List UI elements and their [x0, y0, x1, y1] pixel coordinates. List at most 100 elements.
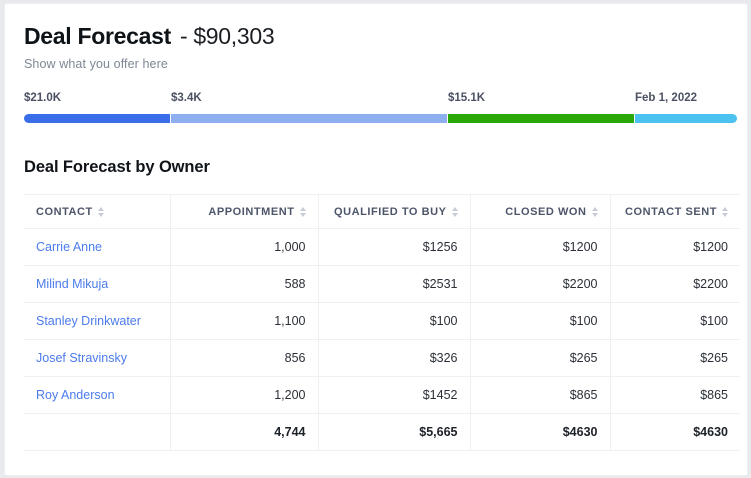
table-row: Carrie Anne 1,000 $1256 $1200 $1200: [24, 228, 740, 266]
cell-contact_sent: $2200: [610, 265, 740, 303]
card-header: Deal Forecast - $90,303 Show what you of…: [5, 4, 747, 71]
column-header-contact-sent[interactable]: CONTACT SENT: [610, 194, 740, 229]
cell-appointment: 1,100: [170, 302, 319, 340]
total-contact_sent: $4630: [610, 413, 740, 451]
cell-closed_won: $2200: [470, 265, 611, 303]
cell-contact_sent: $865: [610, 376, 740, 414]
total-qualified_to_buy: $5,665: [318, 413, 471, 451]
cell-value: $1200: [562, 240, 598, 254]
cell-qualified_to_buy: $326: [318, 339, 471, 377]
progress-segment-1[interactable]: [171, 114, 447, 123]
cell-value: 588: [284, 277, 306, 291]
cell-value: $2531: [422, 277, 458, 291]
page-subtitle: Show what you offer here: [24, 57, 168, 71]
table-totals-row: 4,744 $5,665 $4630 $4630: [24, 413, 740, 451]
column-header-label: CLOSED WON: [505, 205, 587, 218]
cell-closed_won: $865: [470, 376, 611, 414]
cell-contact: Carrie Anne: [24, 228, 171, 266]
contact-link[interactable]: Milind Mikuja: [36, 277, 109, 291]
contact-link[interactable]: Roy Anderson: [36, 388, 115, 402]
table-body: Carrie Anne 1,000 $1256 $1200 $1200 Milind Mi…: [24, 228, 740, 414]
progress-segment-3[interactable]: [635, 114, 737, 123]
cell-contact_sent: $265: [610, 339, 740, 377]
cell-value: 1,200: [274, 388, 306, 402]
progress-bar-track: [24, 114, 737, 123]
column-header-label: CONTACT: [36, 205, 93, 218]
page-title-amount: $90,303: [193, 23, 275, 49]
cell-contact_sent: $100: [610, 302, 740, 340]
cell-contact_sent: $1200: [610, 228, 740, 266]
progress-segment-2[interactable]: [448, 114, 634, 123]
sort-icon[interactable]: [722, 206, 728, 217]
page-title-separator: -: [179, 23, 188, 49]
cell-qualified_to_buy: $1452: [318, 376, 471, 414]
total-value: $4630: [693, 425, 728, 439]
table-row: Stanley Drinkwater 1,100 $100 $100 $100: [24, 302, 740, 340]
cell-value: $100: [429, 314, 458, 328]
contact-link[interactable]: Carrie Anne: [36, 240, 103, 254]
progress-bar-labels: $21.0K $3.4K $15.1K Feb 1, 2022: [5, 92, 747, 108]
column-header-closed-won[interactable]: CLOSED WON: [470, 194, 611, 229]
table-row: Roy Anderson 1,200 $1452 $865 $865: [24, 376, 740, 414]
cell-qualified_to_buy: $1256: [318, 228, 471, 266]
column-header-label: QUALIFIED TO BUY: [334, 205, 447, 218]
column-header-appointment[interactable]: APPOINTMENT: [170, 194, 319, 229]
total-contact: [24, 413, 171, 451]
total-value: $4630: [562, 425, 598, 439]
cell-value: $1256: [422, 240, 458, 254]
column-header-qualified-to-buy[interactable]: QUALIFIED TO BUY: [318, 194, 471, 229]
progress-segment-0[interactable]: [24, 114, 170, 123]
cell-contact: Josef Stravinsky: [24, 339, 171, 377]
table-row: Milind Mikuja 588 $2531 $2200 $2200: [24, 265, 740, 303]
page-title-main: Deal Forecast: [24, 23, 171, 49]
contact-link[interactable]: Josef Stravinsky: [36, 351, 128, 365]
cell-closed_won: $1200: [470, 228, 611, 266]
deal-forecast-card: Deal Forecast - $90,303 Show what you of…: [4, 3, 748, 476]
cell-value: $1452: [422, 388, 458, 402]
cell-value: $265: [569, 351, 598, 365]
cell-qualified_to_buy: $2531: [318, 265, 471, 303]
cell-value: $865: [700, 388, 728, 402]
cell-value: $2200: [693, 277, 728, 291]
cell-value: $865: [569, 388, 598, 402]
table-header: CONTACT APPOINTMENT QUALIFIED TO BUY CLOSED…: [24, 194, 740, 229]
forecast-progress-section: $21.0K $3.4K $15.1K Feb 1, 2022: [5, 92, 747, 134]
cell-value: $2200: [562, 277, 598, 291]
contact-link[interactable]: Stanley Drinkwater: [36, 314, 141, 328]
total-value: 4,744: [274, 425, 306, 439]
progress-label-1: $3.4K: [171, 92, 202, 104]
cell-value: $100: [569, 314, 598, 328]
total-value: $5,665: [419, 425, 458, 439]
table-header-row: CONTACT APPOINTMENT QUALIFIED TO BUY CLOSED…: [24, 194, 740, 229]
cell-contact: Milind Mikuja: [24, 265, 171, 303]
cell-value: $265: [700, 351, 728, 365]
cell-appointment: 1,000: [170, 228, 319, 266]
cell-contact: Roy Anderson: [24, 376, 171, 414]
cell-value: $326: [429, 351, 458, 365]
cell-appointment: 588: [170, 265, 319, 303]
total-appointment: 4,744: [170, 413, 319, 451]
page-title: Deal Forecast - $90,303: [24, 22, 747, 50]
column-header-label: CONTACT SENT: [625, 205, 717, 218]
total-closed_won: $4630: [470, 413, 611, 451]
progress-label-2: $15.1K: [448, 92, 486, 104]
deal-forecast-table: CONTACT APPOINTMENT QUALIFIED TO BUY CLOSED…: [24, 194, 740, 451]
cell-value: 1,100: [274, 314, 306, 328]
sort-icon[interactable]: [97, 206, 104, 217]
cell-closed_won: $265: [470, 339, 611, 377]
sort-icon[interactable]: [451, 206, 458, 217]
cell-value: 856: [284, 351, 306, 365]
cell-value: $1200: [693, 240, 728, 254]
cell-appointment: 1,200: [170, 376, 319, 414]
sort-icon[interactable]: [299, 206, 306, 217]
cell-closed_won: $100: [470, 302, 611, 340]
cell-value: $100: [700, 314, 728, 328]
progress-label-3: Feb 1, 2022: [635, 92, 698, 104]
table-footer: 4,744 $5,665 $4630 $4630: [24, 413, 740, 451]
cell-value: 1,000: [274, 240, 306, 254]
cell-contact: Stanley Drinkwater: [24, 302, 171, 340]
progress-label-0: $21.0K: [24, 92, 62, 104]
sort-icon[interactable]: [591, 206, 598, 217]
table-heading: Deal Forecast by Owner: [24, 158, 210, 176]
column-header-contact[interactable]: CONTACT: [24, 194, 171, 229]
